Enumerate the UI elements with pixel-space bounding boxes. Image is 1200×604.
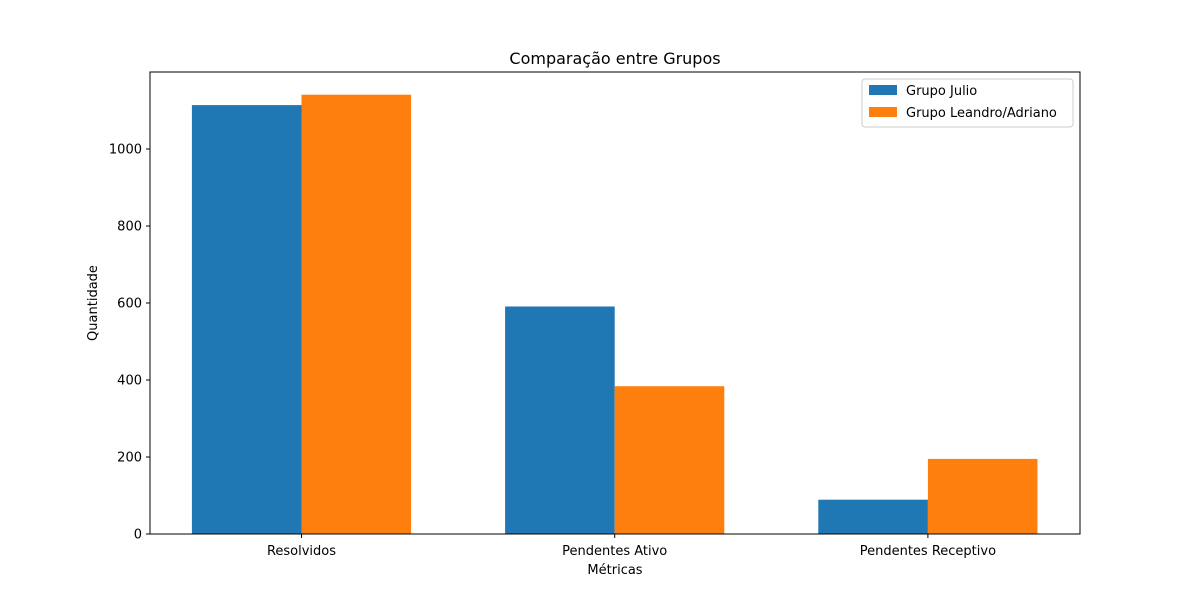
- y-tick-label: 0: [134, 528, 142, 543]
- legend: Grupo Julio Grupo Leandro/Adriano: [861, 78, 1074, 128]
- bar-grupo-julio-1: [505, 306, 615, 534]
- legend-box: [861, 78, 1074, 128]
- x-axis-label: Métricas: [587, 563, 642, 578]
- bar-grupo-julio-0: [191, 105, 302, 534]
- legend-swatch: [869, 107, 897, 117]
- y-axis-label: Quantidade: [86, 265, 101, 341]
- bar-grupo-julio-2: [818, 499, 928, 534]
- bar-grupo-leandro-adriano-1: [614, 386, 725, 534]
- legend-label: Grupo Leandro/Adriano: [906, 106, 1057, 121]
- bar-grupo-leandro-adriano-0: [301, 94, 412, 534]
- x-tick-label: Resolvidos: [267, 544, 336, 559]
- y-tick-label: 800: [117, 220, 142, 235]
- legend-label: Grupo Julio: [906, 84, 977, 99]
- y-tick-label: 400: [117, 374, 142, 389]
- bars-group: [191, 94, 1038, 534]
- x-tick-label: Pendentes Receptivo: [860, 544, 996, 559]
- legend-swatch: [869, 85, 897, 95]
- x-tick-label: Pendentes Ativo: [562, 544, 667, 559]
- y-tick-label: 1000: [109, 143, 142, 158]
- axes-group: Resolvidos Pendentes Ativo Pendentes Recep…: [109, 71, 1081, 559]
- plot-frame: [149, 71, 1081, 535]
- y-tick-label: 200: [117, 451, 142, 466]
- y-tick-label: 600: [117, 297, 142, 312]
- bar-grupo-leandro-adriano-2: [927, 458, 1038, 534]
- chart-title: Comparação entre Grupos: [509, 49, 720, 68]
